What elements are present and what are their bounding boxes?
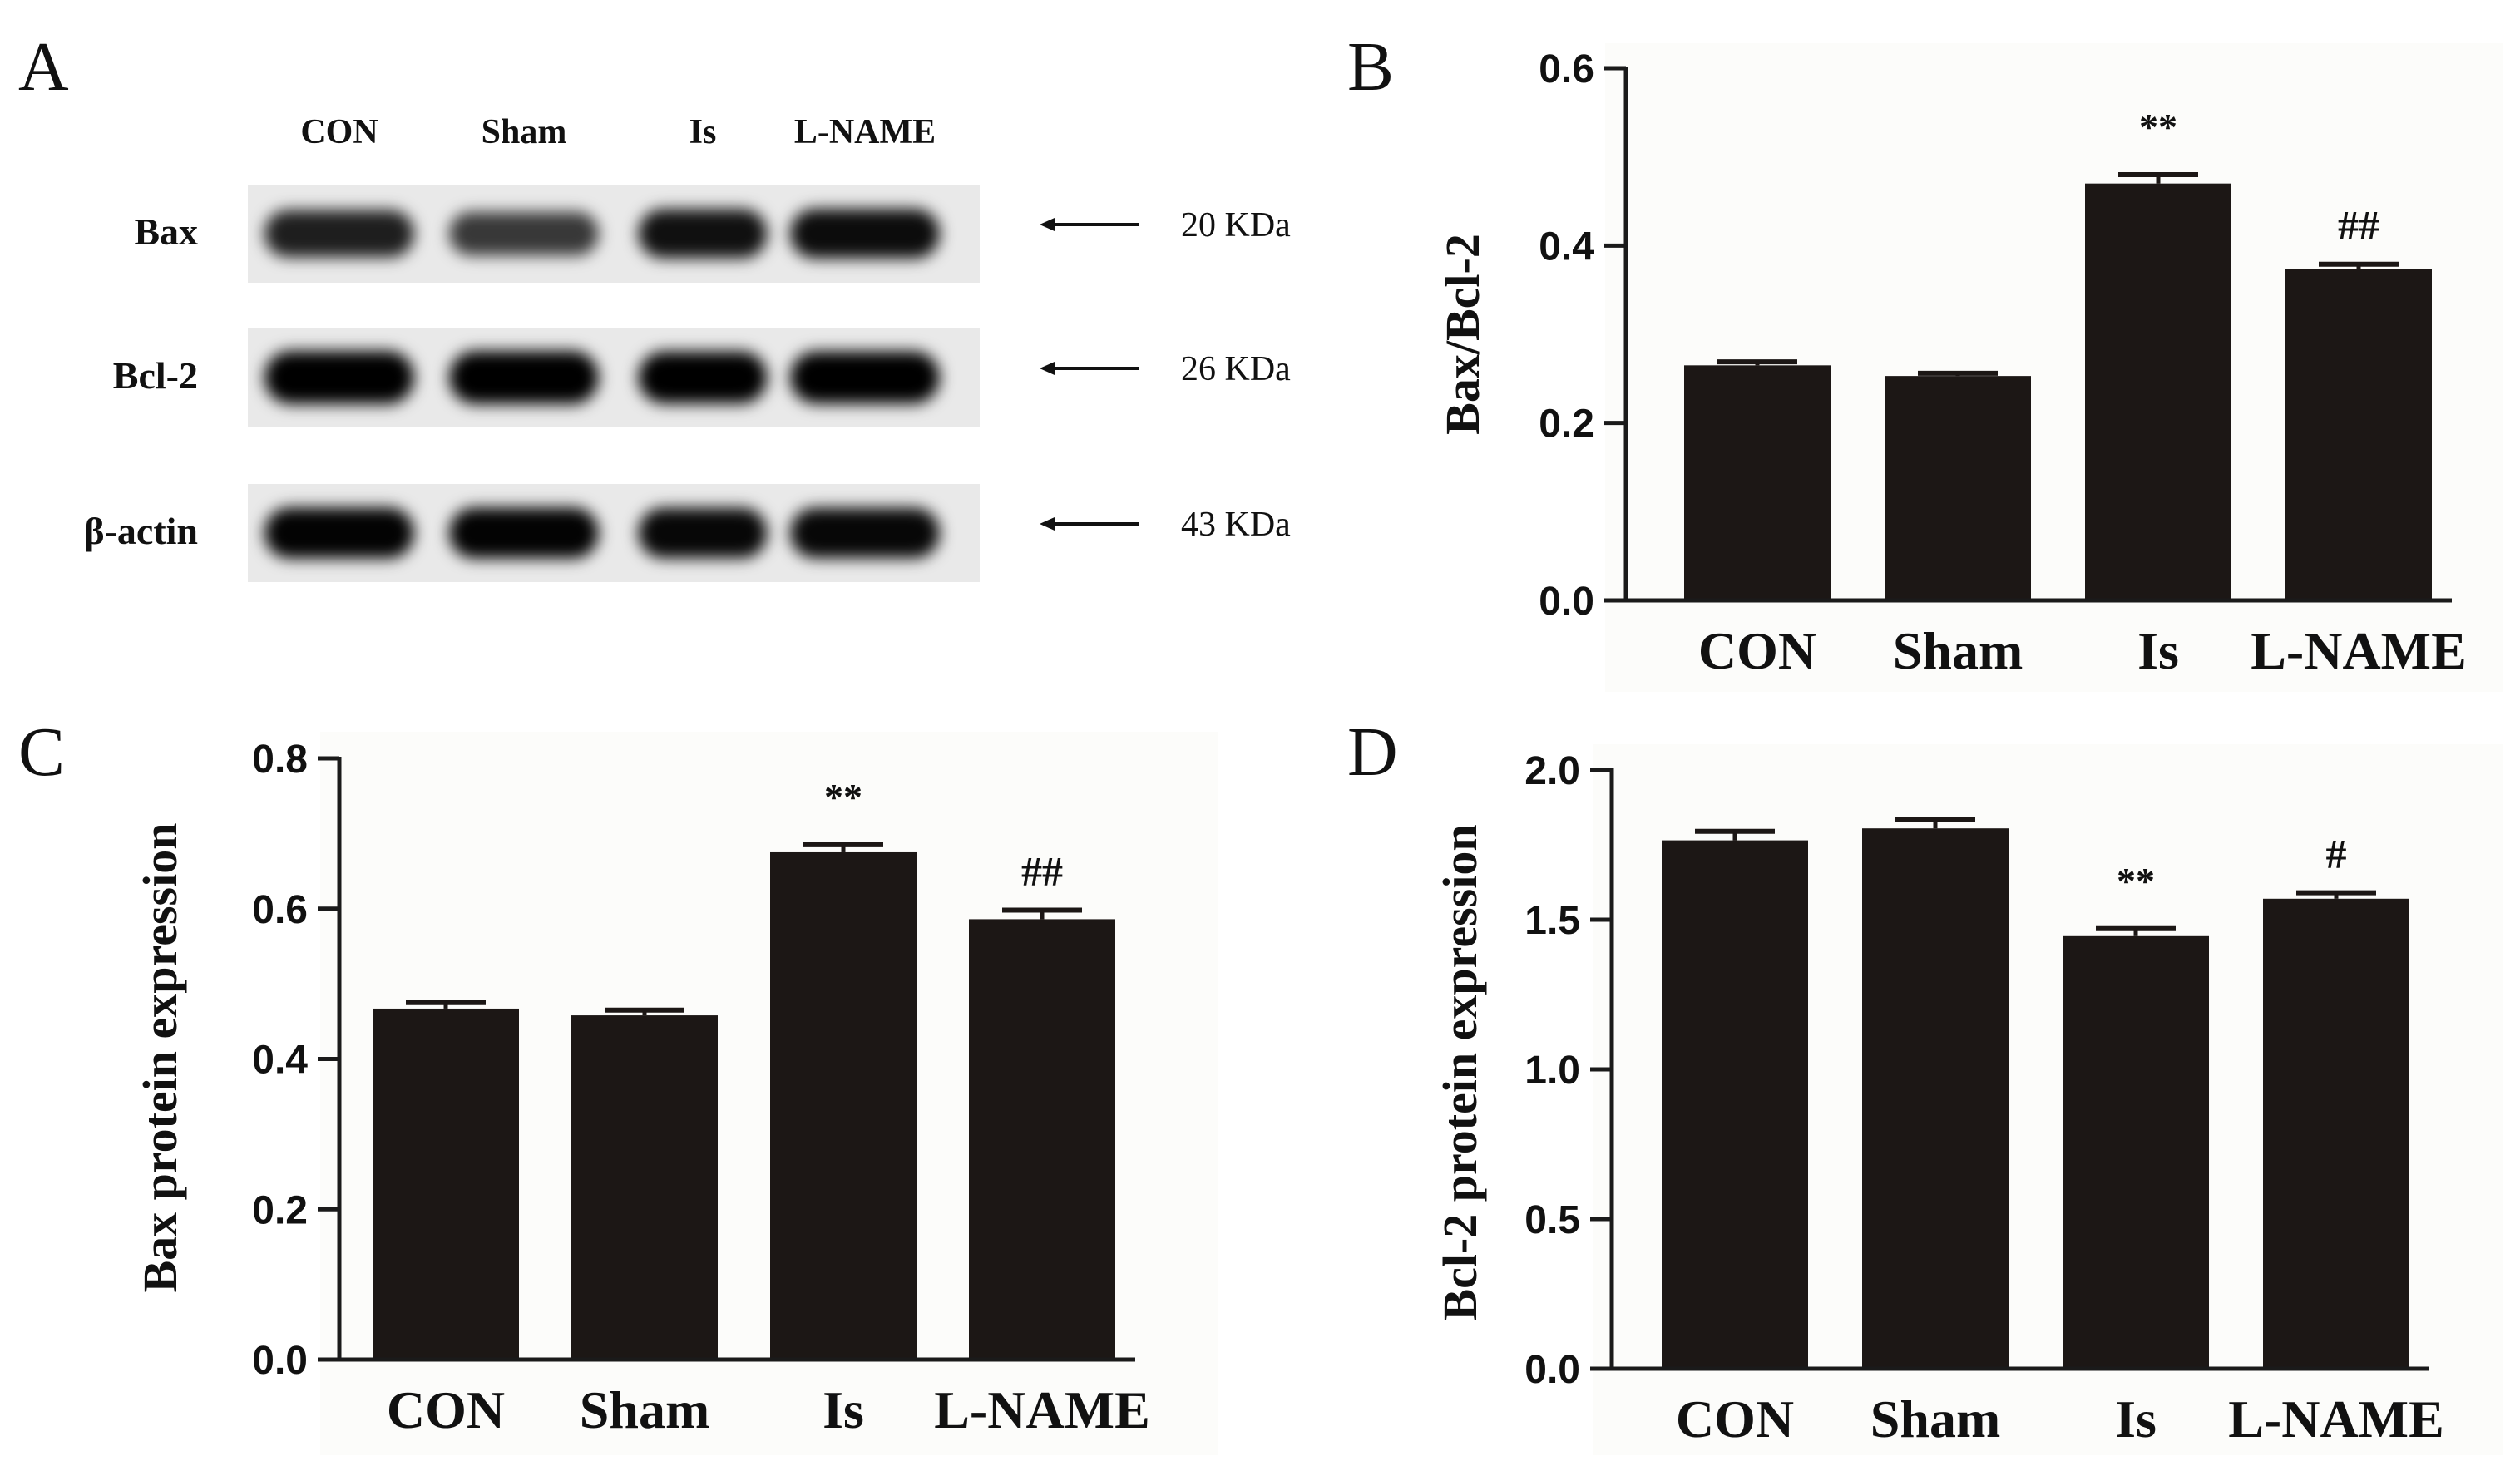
chart-panel-b: B CON Sham ** Is ## L-NAME 0.0 0.2 0.4 0.6 Bax/Bcl-…	[1347, 28, 2503, 692]
bar	[1885, 376, 2031, 600]
blot-band	[264, 351, 414, 404]
y-tick-label: 0.4	[252, 1039, 308, 1083]
x-tick-label: Sham	[1893, 621, 2023, 680]
blot-kda-label: 43 KDa	[1181, 506, 1291, 544]
blot-protein-label: Bax	[134, 210, 198, 253]
significance-marker: ##	[1021, 848, 1063, 895]
y-tick-label: 0.6	[1539, 47, 1594, 91]
bar	[1862, 828, 2009, 1369]
significance-marker: #	[2326, 831, 2347, 877]
blot-band	[449, 211, 599, 256]
x-tick-label: L-NAME	[2251, 621, 2467, 680]
blot-band	[790, 351, 940, 404]
blot-lane-label: L-NAME	[794, 113, 936, 151]
blot-arrow-head	[1040, 218, 1055, 231]
y-tick-label: 0.8	[252, 738, 308, 782]
y-axis-label: Bax protein expression	[133, 822, 187, 1292]
bar	[2063, 935, 2209, 1369]
blot-arrow-head	[1040, 517, 1055, 531]
significance-marker: **	[824, 776, 862, 818]
blot-band	[638, 209, 768, 259]
blot-row: Bax 20 KDa	[134, 185, 1291, 283]
y-tick-label: 0.0	[1539, 580, 1594, 624]
blot-band	[264, 507, 414, 559]
bar	[969, 919, 1115, 1360]
chart-panel-d: D CON Sham ** Is # L-NAME 0.0 0.5 1.0 1.5 2.0 Bcl-2 …	[1347, 713, 2503, 1455]
chart-panel-c: C CON Sham ** Is ## L-NAME 0.0 0.2 0.4 0.6 0.8 Bax p…	[18, 713, 1218, 1455]
x-tick-label: L-NAME	[934, 1380, 1150, 1439]
x-tick-label: Is	[2115, 1389, 2157, 1449]
y-tick-label: 1.0	[1524, 1049, 1580, 1093]
blot-arrow-head	[1040, 362, 1055, 375]
x-tick-label: Sham	[580, 1380, 710, 1439]
blot-band	[638, 351, 768, 404]
y-tick-label: 0.2	[1539, 402, 1594, 447]
y-tick-label: 0.0	[1524, 1348, 1580, 1392]
x-tick-label: Is	[823, 1380, 864, 1439]
panel-letter: C	[18, 713, 65, 791]
y-axis-label: Bcl-2 protein expression	[1433, 824, 1487, 1320]
bar	[1684, 365, 1831, 600]
blot-lane-label: Sham	[482, 113, 567, 151]
x-tick-label: CON	[1698, 621, 1816, 680]
blot-row: Bcl-2 26 KDa	[113, 328, 1291, 427]
blot-lane-label: Is	[689, 113, 717, 151]
blot-protein-label: β-actin	[84, 510, 198, 552]
blot-band	[790, 209, 940, 259]
x-tick-label: Is	[2137, 621, 2179, 680]
y-tick-label: 0.0	[252, 1339, 308, 1383]
x-tick-label: CON	[387, 1380, 505, 1439]
significance-marker: ##	[2338, 202, 2379, 249]
bar	[571, 1015, 718, 1360]
blot-lane-label: CON	[300, 113, 378, 151]
blot-band	[264, 210, 414, 258]
blot-row: β-actin 43 KDa	[84, 484, 1291, 582]
blot-band	[638, 507, 768, 559]
panel-letter-a: A	[18, 28, 69, 106]
blot-band	[790, 507, 940, 559]
bar	[1662, 840, 1808, 1369]
y-axis-label: Bax/Bcl-2	[1435, 234, 1490, 435]
blot-kda-label: 26 KDa	[1181, 350, 1291, 388]
blot-protein-label: Bcl-2	[113, 354, 198, 397]
significance-marker: **	[2117, 860, 2155, 902]
bar	[2263, 898, 2409, 1369]
y-tick-label: 0.6	[252, 888, 308, 932]
panel-letter: D	[1347, 713, 1398, 791]
western-blot-panel: A CON Sham Is L-NAME Bax 20 KDa Bcl-2 26 KDa β-…	[18, 28, 1291, 582]
bar	[2285, 269, 2432, 600]
blot-band	[449, 351, 599, 404]
bar	[373, 1008, 519, 1360]
x-tick-label: Sham	[1870, 1389, 2001, 1449]
x-tick-label: L-NAME	[2228, 1389, 2444, 1449]
y-tick-label: 1.5	[1524, 899, 1580, 943]
y-tick-label: 0.4	[1539, 225, 1594, 269]
y-tick-label: 0.5	[1524, 1198, 1580, 1242]
bar	[2085, 183, 2231, 600]
x-tick-label: CON	[1676, 1389, 1794, 1449]
blot-kda-label: 20 KDa	[1181, 206, 1291, 244]
y-tick-label: 0.2	[252, 1188, 308, 1232]
bar	[770, 851, 917, 1360]
significance-marker: **	[2139, 106, 2177, 148]
panel-letter: B	[1347, 28, 1394, 106]
blot-band	[449, 507, 599, 559]
y-tick-label: 2.0	[1524, 749, 1580, 793]
